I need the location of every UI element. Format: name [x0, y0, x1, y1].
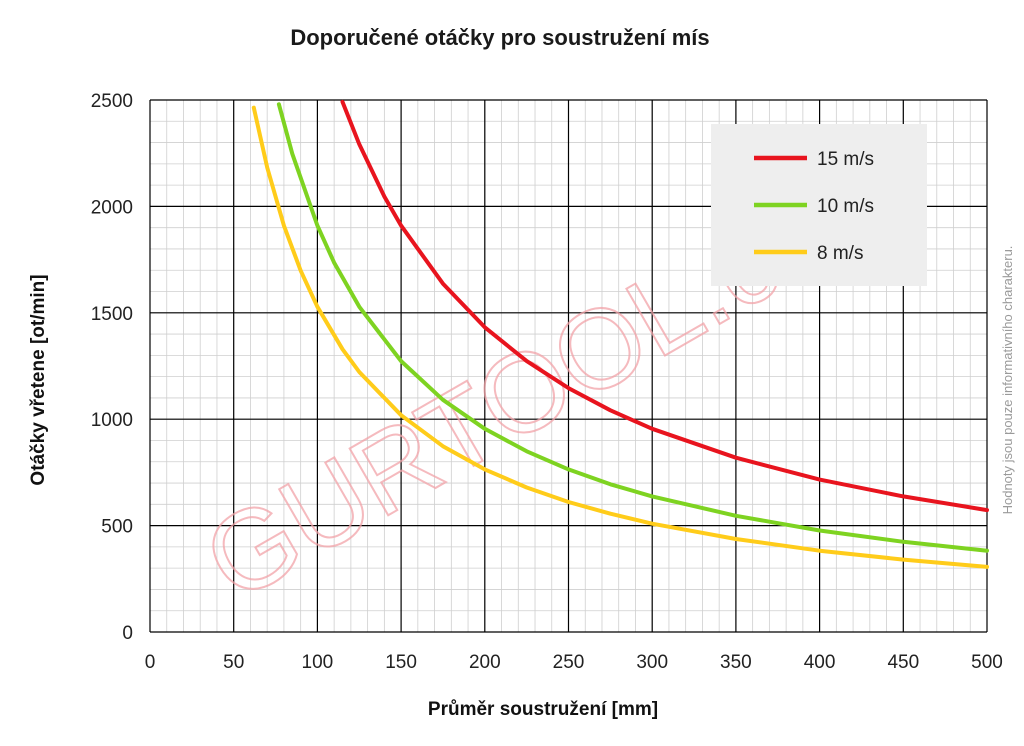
x-axis-tick-labels: 0 50 100 150 200 250 300 350 400 450 500	[145, 652, 1003, 673]
chart-title: Doporučené otáčky pro soustružení mís	[290, 25, 709, 50]
x-tick-label: 0	[145, 652, 156, 673]
legend-label-0: 15 m/s	[817, 149, 874, 170]
x-tick-label: 150	[385, 652, 417, 673]
x-axis-title: Průměr soustružení [mm]	[428, 699, 658, 720]
y-axis-tick-labels: 0 500 1000 1500 2000 2500	[91, 91, 133, 644]
legend-label-1: 10 m/s	[817, 196, 874, 217]
series-line-2	[251, 105, 989, 569]
x-tick-label: 100	[302, 652, 334, 673]
legend-box	[711, 124, 927, 286]
y-axis-title: Otáčky vřetene [ot/min]	[28, 274, 49, 485]
side-note: Hodnoty jsou pouze informativního charak…	[1000, 246, 1015, 515]
y-tick-label: 2500	[91, 91, 133, 112]
legend: 15 m/s 10 m/s 8 m/s	[711, 124, 927, 286]
y-tick-label: 0	[122, 623, 133, 644]
y-tick-label: 500	[101, 517, 133, 538]
x-tick-label: 50	[223, 652, 244, 673]
x-tick-label: 250	[553, 652, 585, 673]
legend-items: 15 m/s 10 m/s 8 m/s	[754, 149, 874, 264]
series-line-1	[276, 102, 989, 553]
y-tick-label: 1000	[91, 410, 133, 431]
series-line-0	[340, 99, 989, 513]
y-tick-label: 2000	[91, 197, 133, 218]
x-tick-label: 200	[469, 652, 501, 673]
x-tick-label: 500	[971, 652, 1003, 673]
series-layer	[251, 99, 989, 569]
x-tick-label: 400	[804, 652, 836, 673]
x-tick-label: 350	[720, 652, 752, 673]
x-tick-label: 300	[636, 652, 668, 673]
y-tick-label: 1500	[91, 304, 133, 325]
x-tick-label: 450	[887, 652, 919, 673]
legend-label-2: 8 m/s	[817, 243, 863, 264]
